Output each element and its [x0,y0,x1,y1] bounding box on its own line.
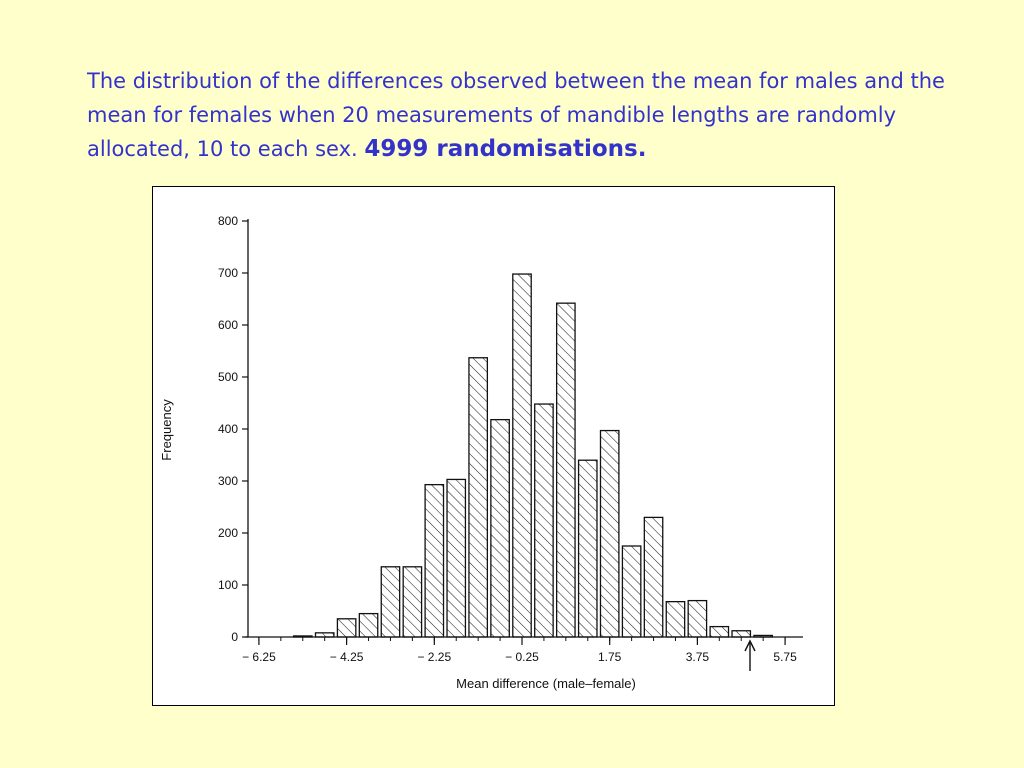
x-tick-label: − 0.25 [505,650,539,664]
histogram-bar [490,418,510,638]
histogram-bar [621,545,642,638]
histogram-bar [314,632,335,638]
x-tick-label: − 4.25 [330,650,364,664]
bars [292,273,774,638]
histogram-bar [380,566,401,638]
arrow-head [744,639,756,652]
y-tick-label: 100 [218,578,238,592]
x-tick-label: 5.75 [773,650,797,664]
x-axis-label: Mean difference (male–female) [456,676,636,691]
y-tick-label: 500 [218,370,238,384]
y-tick-label: 800 [218,214,238,228]
histogram-bar [358,612,379,638]
caption-emphasis: 4999 randomisations. [364,136,647,162]
axis-labels: Frequency Mean difference (male–female) [159,399,636,691]
caption: The distribution of the differences obse… [87,64,967,166]
x-tick-label: 3.75 [686,650,710,664]
histogram-bar [643,516,664,638]
histogram-bar [468,357,489,638]
histogram-bar [687,599,708,638]
y-tick-label: 300 [218,474,238,488]
y-tick-label: 0 [231,630,238,644]
histogram-bar [446,478,467,638]
histogram-bar [709,625,730,638]
caption-text: The distribution of the differences obse… [87,69,945,161]
y-tick-label: 600 [218,318,238,332]
y-tick-label: 700 [218,266,238,280]
histogram-bar [402,566,423,638]
histogram-figure: 0 100 200 300 400 500 600 700 800 − 6.25 − 4.25 − 2… [152,186,835,706]
y-tick-label: 200 [218,526,238,540]
x-tick-label: − 6.25 [242,650,276,664]
histogram-bar [292,635,313,638]
histogram-bar [753,634,774,638]
histogram-bar [731,630,752,638]
histogram-bar [555,302,576,638]
histogram-bar [424,483,445,638]
axes: 0 100 200 300 400 500 600 700 800 − 6.25 − 4.25 − 2… [218,214,803,671]
x-tick-label: 1.75 [598,650,622,664]
histogram-bar [665,600,686,638]
histogram-chart: 0 100 200 300 400 500 600 700 800 − 6.25 − 4.25 − 2… [159,214,803,691]
histogram-bar [534,403,554,638]
histogram-bar [512,273,532,638]
y-axis-label: Frequency [159,399,174,461]
histogram-bar [577,459,598,638]
y-tick-label: 400 [218,422,238,436]
x-tick-label: − 2.25 [417,650,451,664]
histogram-bar [336,618,357,638]
histogram-bar [599,429,620,638]
